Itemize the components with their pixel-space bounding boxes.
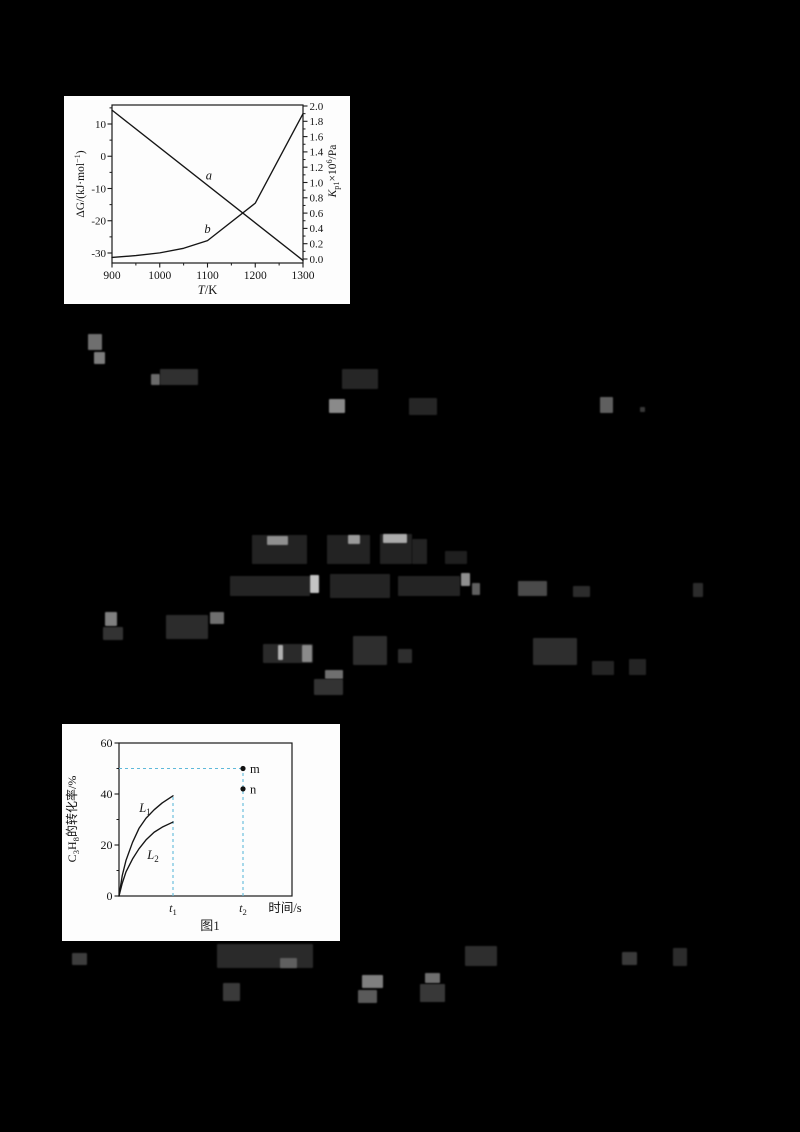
text-fragment [330, 574, 390, 598]
svg-text:10: 10 [95, 119, 107, 131]
svg-text:时间/s: 时间/s [268, 901, 301, 915]
svg-text:m: m [250, 762, 260, 776]
svg-text:1000: 1000 [148, 270, 171, 282]
svg-text:1.4: 1.4 [310, 147, 324, 159]
text-fragment [640, 407, 645, 412]
deltaG-kp1-line-plot: 10 0 -10 -20 -30 2.0 1.8 1.6 1.4 1.2 1.0 0.8 0.6 0.4 0… [73, 101, 341, 297]
text-fragment [267, 536, 288, 545]
text-fragment [160, 369, 198, 385]
svg-text:60: 60 [101, 736, 113, 750]
figure-deltaG-kp1-chart-panel: 10 0 -10 -20 -30 2.0 1.8 1.6 1.4 1.2 1.0 0.8 0.6 0.4 0… [64, 96, 350, 304]
svg-text:-30: -30 [91, 248, 106, 260]
svg-text:2.0: 2.0 [310, 101, 324, 113]
text-fragment [398, 576, 460, 596]
svg-text:40: 40 [101, 787, 113, 801]
text-fragment [412, 539, 427, 564]
text-fragment [425, 973, 440, 983]
svg-text:1300: 1300 [292, 270, 315, 282]
text-fragment [533, 638, 577, 665]
text-fragment [383, 534, 407, 543]
svg-text:a: a [206, 169, 212, 183]
text-fragment [465, 946, 497, 966]
svg-text:L1: L1 [138, 801, 150, 817]
c3h8-conversion-line-plot: 0 20 40 60 L1 L2 mn t1 t2 时间/s C3H8的转化率/% [64, 736, 302, 917]
svg-text:Kp1×106/Pa: Kp1×106/Pa [325, 145, 341, 199]
text-fragment [673, 948, 687, 966]
text-fragment [105, 612, 117, 626]
svg-text:0: 0 [107, 889, 113, 903]
svg-text:0.2: 0.2 [310, 239, 324, 251]
text-fragment [461, 573, 470, 586]
text-fragment [342, 369, 378, 389]
svg-text:0.0: 0.0 [310, 254, 324, 266]
text-fragment [622, 952, 637, 965]
svg-text:900: 900 [103, 270, 121, 282]
svg-text:0.8: 0.8 [310, 193, 324, 205]
svg-text:-10: -10 [91, 183, 106, 195]
svg-text:1100: 1100 [196, 270, 219, 282]
svg-text:1.2: 1.2 [310, 162, 324, 174]
text-fragment [573, 586, 590, 597]
svg-text:1200: 1200 [244, 270, 267, 282]
text-fragment [94, 352, 105, 364]
svg-text:T/K: T/K [198, 283, 217, 297]
text-fragment [103, 627, 123, 640]
text-fragment [151, 374, 160, 385]
text-fragment [362, 975, 383, 988]
text-fragment [314, 679, 343, 695]
svg-text:0: 0 [101, 151, 107, 163]
text-fragment [600, 397, 613, 413]
text-fragment [592, 661, 614, 675]
text-fragment [310, 575, 319, 593]
text-fragment [210, 612, 224, 624]
svg-text:n: n [250, 782, 257, 796]
svg-text:t1: t1 [169, 901, 177, 917]
text-fragment [280, 958, 297, 968]
text-fragment [420, 984, 445, 1002]
text-fragment [166, 615, 208, 639]
svg-text:-20: -20 [91, 216, 106, 228]
text-fragment [445, 551, 467, 564]
text-fragment [348, 535, 360, 544]
text-fragment [398, 649, 412, 663]
text-fragment [409, 398, 437, 415]
text-fragment [88, 334, 102, 350]
text-fragment [302, 645, 312, 662]
svg-text:t2: t2 [239, 901, 247, 917]
svg-text:1.6: 1.6 [310, 131, 324, 143]
text-fragment [329, 399, 345, 413]
svg-text:ΔG/(kJ·mol−1): ΔG/(kJ·mol−1) [73, 150, 87, 217]
svg-text:C3H8的转化率/%: C3H8的转化率/% [64, 776, 81, 863]
svg-text:1.8: 1.8 [310, 116, 324, 128]
figure1-caption: 图1 [200, 918, 220, 933]
text-fragment [72, 953, 87, 965]
text-fragment [629, 659, 646, 675]
svg-text:20: 20 [101, 838, 113, 852]
text-fragment [518, 581, 547, 596]
svg-text:0.6: 0.6 [310, 208, 324, 220]
svg-text:0.4: 0.4 [310, 223, 324, 235]
svg-text:b: b [204, 222, 210, 236]
text-fragment [263, 644, 313, 663]
text-fragment [230, 576, 310, 596]
text-fragment [223, 983, 240, 1001]
text-fragment [472, 583, 480, 595]
svg-text:1.0: 1.0 [310, 177, 324, 189]
text-fragment [693, 583, 703, 597]
text-fragment [358, 990, 377, 1003]
text-fragment [217, 944, 313, 968]
text-fragment [353, 636, 387, 665]
text-fragment [278, 645, 283, 660]
svg-text:L2: L2 [146, 848, 158, 864]
figure1-conversion-chart-panel: 0 20 40 60 L1 L2 m n t1 t2 时间/s C3H8的转化率/% [62, 724, 340, 941]
text-fragment [325, 670, 343, 679]
